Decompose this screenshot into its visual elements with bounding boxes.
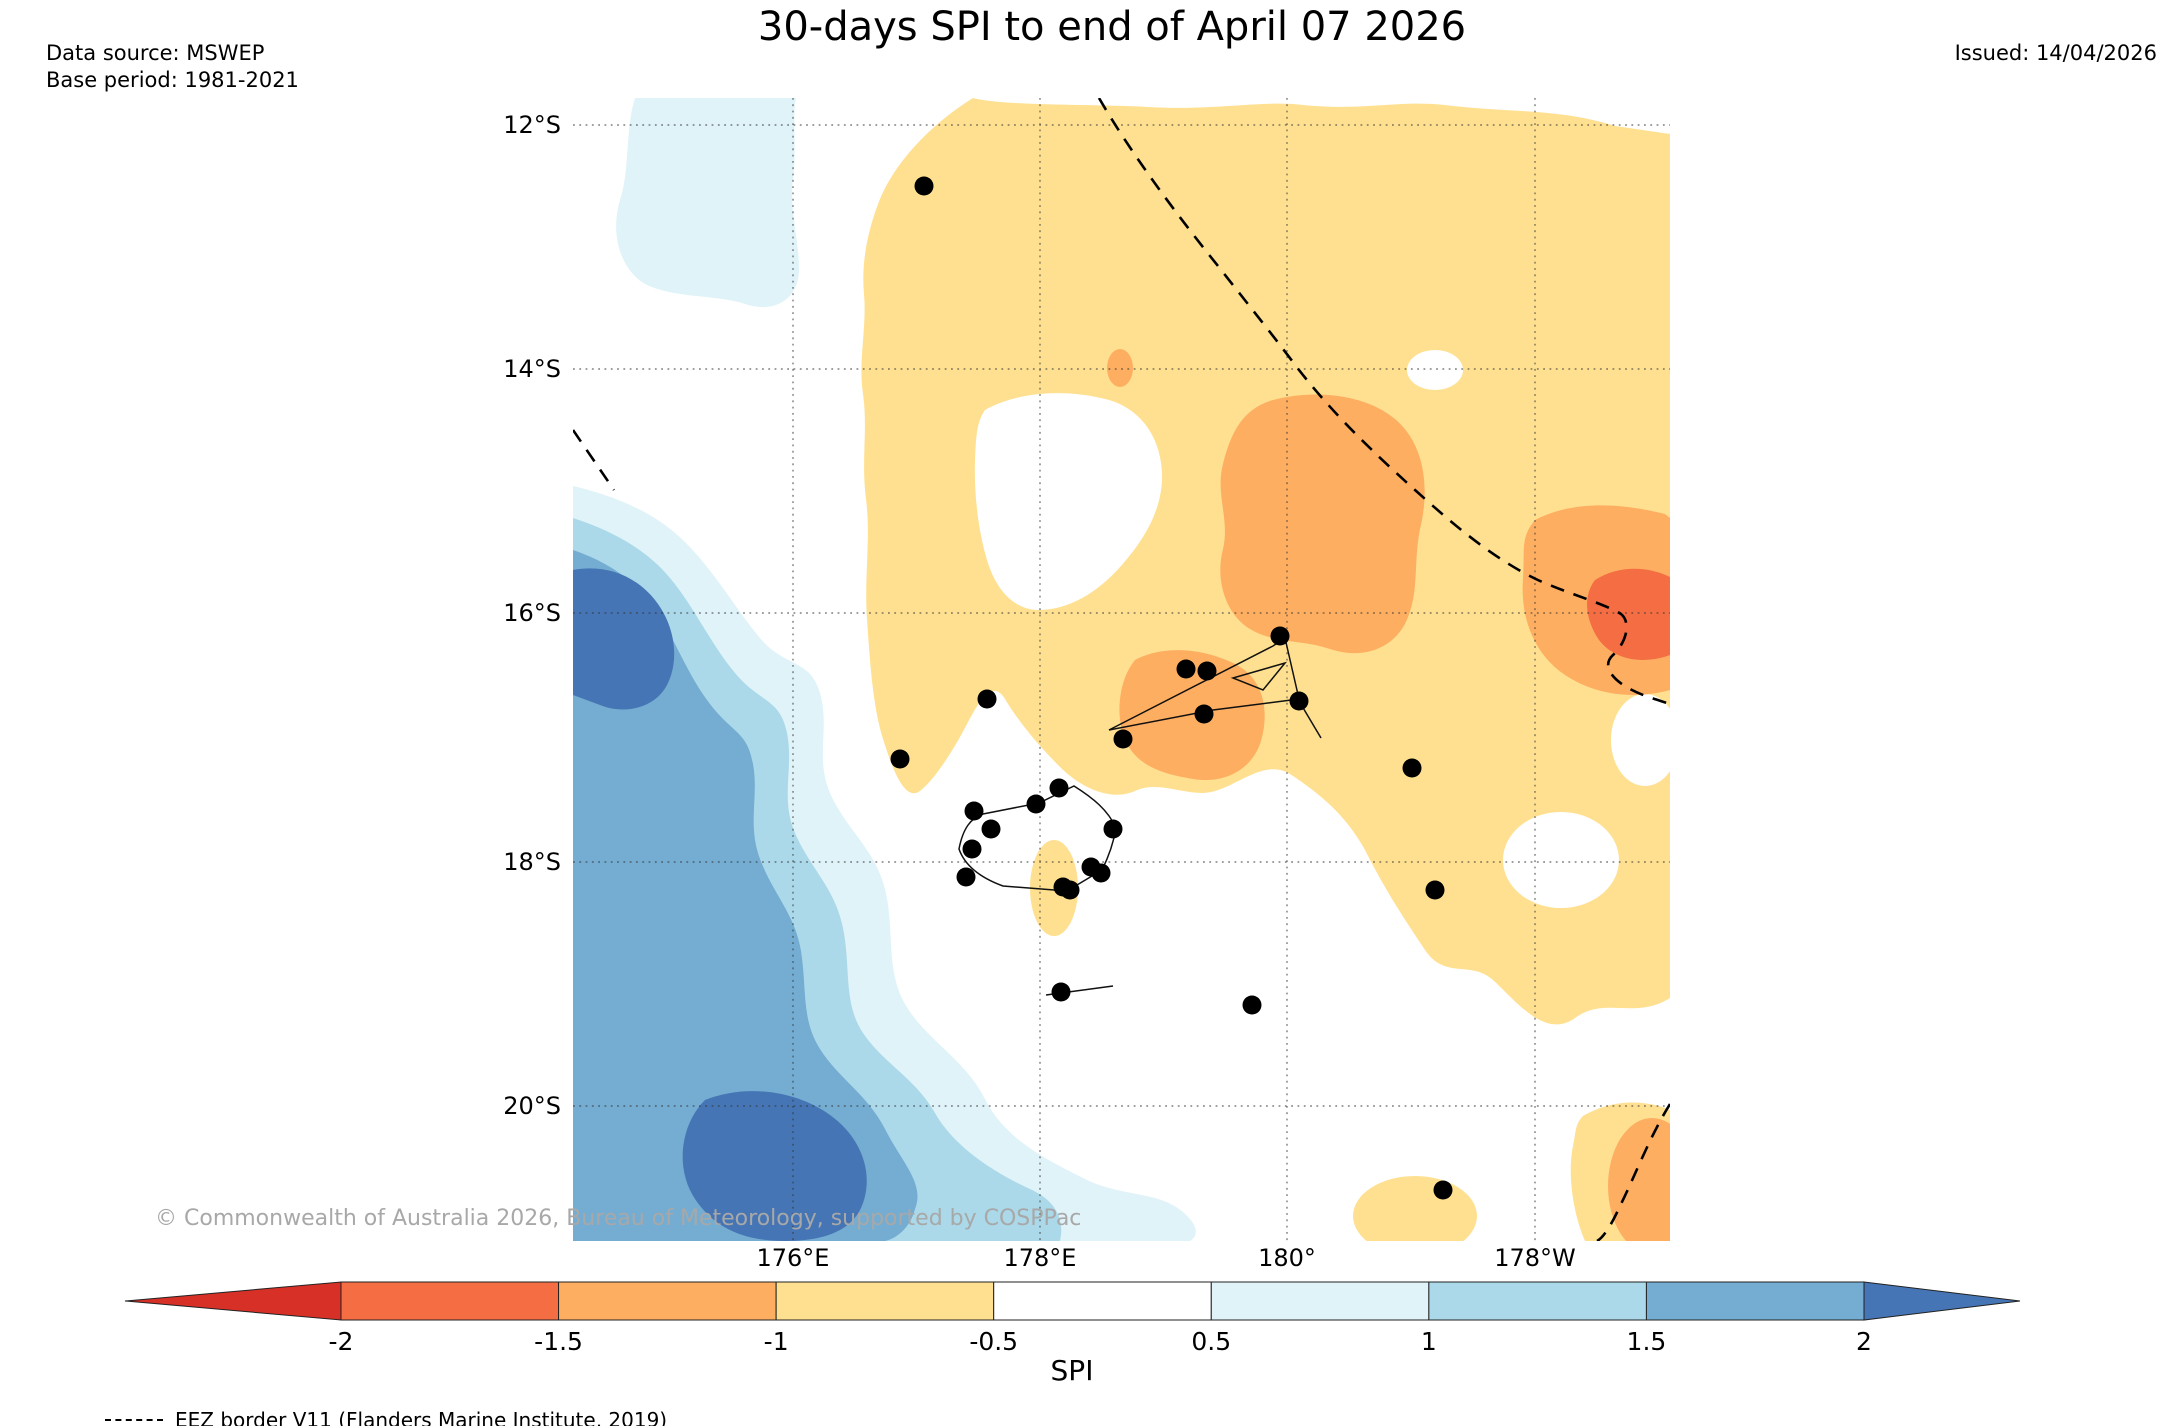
station-dot: [1113, 729, 1133, 749]
station-dots: [890, 176, 1453, 1200]
lon-label-180: 180°: [1258, 1244, 1316, 1272]
spi-wet-contours: [573, 98, 1196, 1241]
station-dot: [977, 689, 997, 709]
station-dot: [964, 801, 984, 821]
colorbar-segment: [993, 1281, 1212, 1321]
station-dot: [890, 749, 910, 769]
station-dot: [1197, 661, 1217, 681]
colorbar-segment: [1863, 1281, 2021, 1321]
station-dot: [1194, 704, 1214, 724]
eez-border-line: [573, 98, 1670, 1241]
station-dot: [1026, 794, 1046, 814]
spi-dry-contours: [861, 98, 1670, 1241]
base-period-line: Base period: 1981-2021: [46, 68, 299, 92]
lat-label-20s: 20°S: [503, 1092, 561, 1120]
eez-legend-label: EEZ border V11 (Flanders Marine Institut…: [175, 1408, 668, 1426]
dashed-line-sample-icon: [105, 1419, 163, 1421]
station-dot: [962, 839, 982, 859]
copyright-note: © Commonwealth of Australia 2026, Bureau…: [155, 1206, 1082, 1231]
colorbar-tick: -1: [763, 1327, 789, 1356]
station-dot: [1051, 982, 1071, 1002]
colorbar-segment: [340, 1281, 560, 1321]
page-title: 30-days SPI to end of April 07 2026: [757, 4, 1467, 50]
station-dot: [1425, 880, 1445, 900]
station-dot: [956, 867, 976, 887]
lon-label-176e: 176°E: [756, 1244, 830, 1272]
lon-label-178w: 178°W: [1494, 1244, 1576, 1272]
lat-label-12s: 12°S: [503, 111, 561, 139]
station-dot: [1270, 626, 1290, 646]
colorbar-tick: 2: [1856, 1327, 1872, 1356]
colorbar-tick: -2: [328, 1327, 354, 1356]
colorbar-segment: [124, 1281, 342, 1321]
colorbar-tick: -0.5: [969, 1327, 1019, 1356]
eez-legend: EEZ border V11 (Flanders Marine Institut…: [105, 1408, 667, 1426]
lat-label-14s: 14°S: [503, 355, 561, 383]
lon-label-178e: 178°E: [1003, 1244, 1077, 1272]
station-dot: [1091, 863, 1111, 883]
station-dot: [914, 176, 934, 196]
station-dot: [1242, 995, 1262, 1015]
spi-map-svg: [573, 98, 1670, 1241]
lat-label-18s: 18°S: [503, 848, 561, 876]
lat-label-16s: 16°S: [503, 599, 561, 627]
colorbar-segment: [775, 1281, 995, 1321]
colorbar-axis-label: SPI: [1050, 1354, 1094, 1387]
colorbar-segment: [1428, 1281, 1647, 1321]
station-dot: [1176, 659, 1196, 679]
colorbar-tick: 1.5: [1626, 1327, 1667, 1356]
colorbar-tick: -1.5: [534, 1327, 583, 1356]
station-dot: [1289, 691, 1309, 711]
colorbar-tick: 0.5: [1191, 1327, 1232, 1356]
colorbar-segment: [558, 1281, 777, 1321]
station-dot: [1049, 778, 1069, 798]
station-dot: [1060, 880, 1080, 900]
station-dot: [1103, 819, 1123, 839]
colorbar-svg: [124, 1281, 2021, 1321]
station-dot: [1433, 1180, 1453, 1200]
colorbar-tick: 1: [1420, 1327, 1437, 1356]
graticule-grid: [573, 98, 1670, 1241]
header-meta: Data source: MSWEP Base period: 1981-202…: [46, 40, 299, 94]
colorbar: [124, 1281, 2021, 1321]
map-canvas: [573, 98, 1670, 1241]
station-dot: [1402, 758, 1422, 778]
station-dot: [981, 819, 1001, 839]
colorbar-segment: [1210, 1281, 1430, 1321]
colorbar-segment: [1645, 1281, 1865, 1321]
issued-line: Issued: 14/04/2026: [1954, 41, 2157, 65]
data-source-line: Data source: MSWEP: [46, 41, 265, 65]
